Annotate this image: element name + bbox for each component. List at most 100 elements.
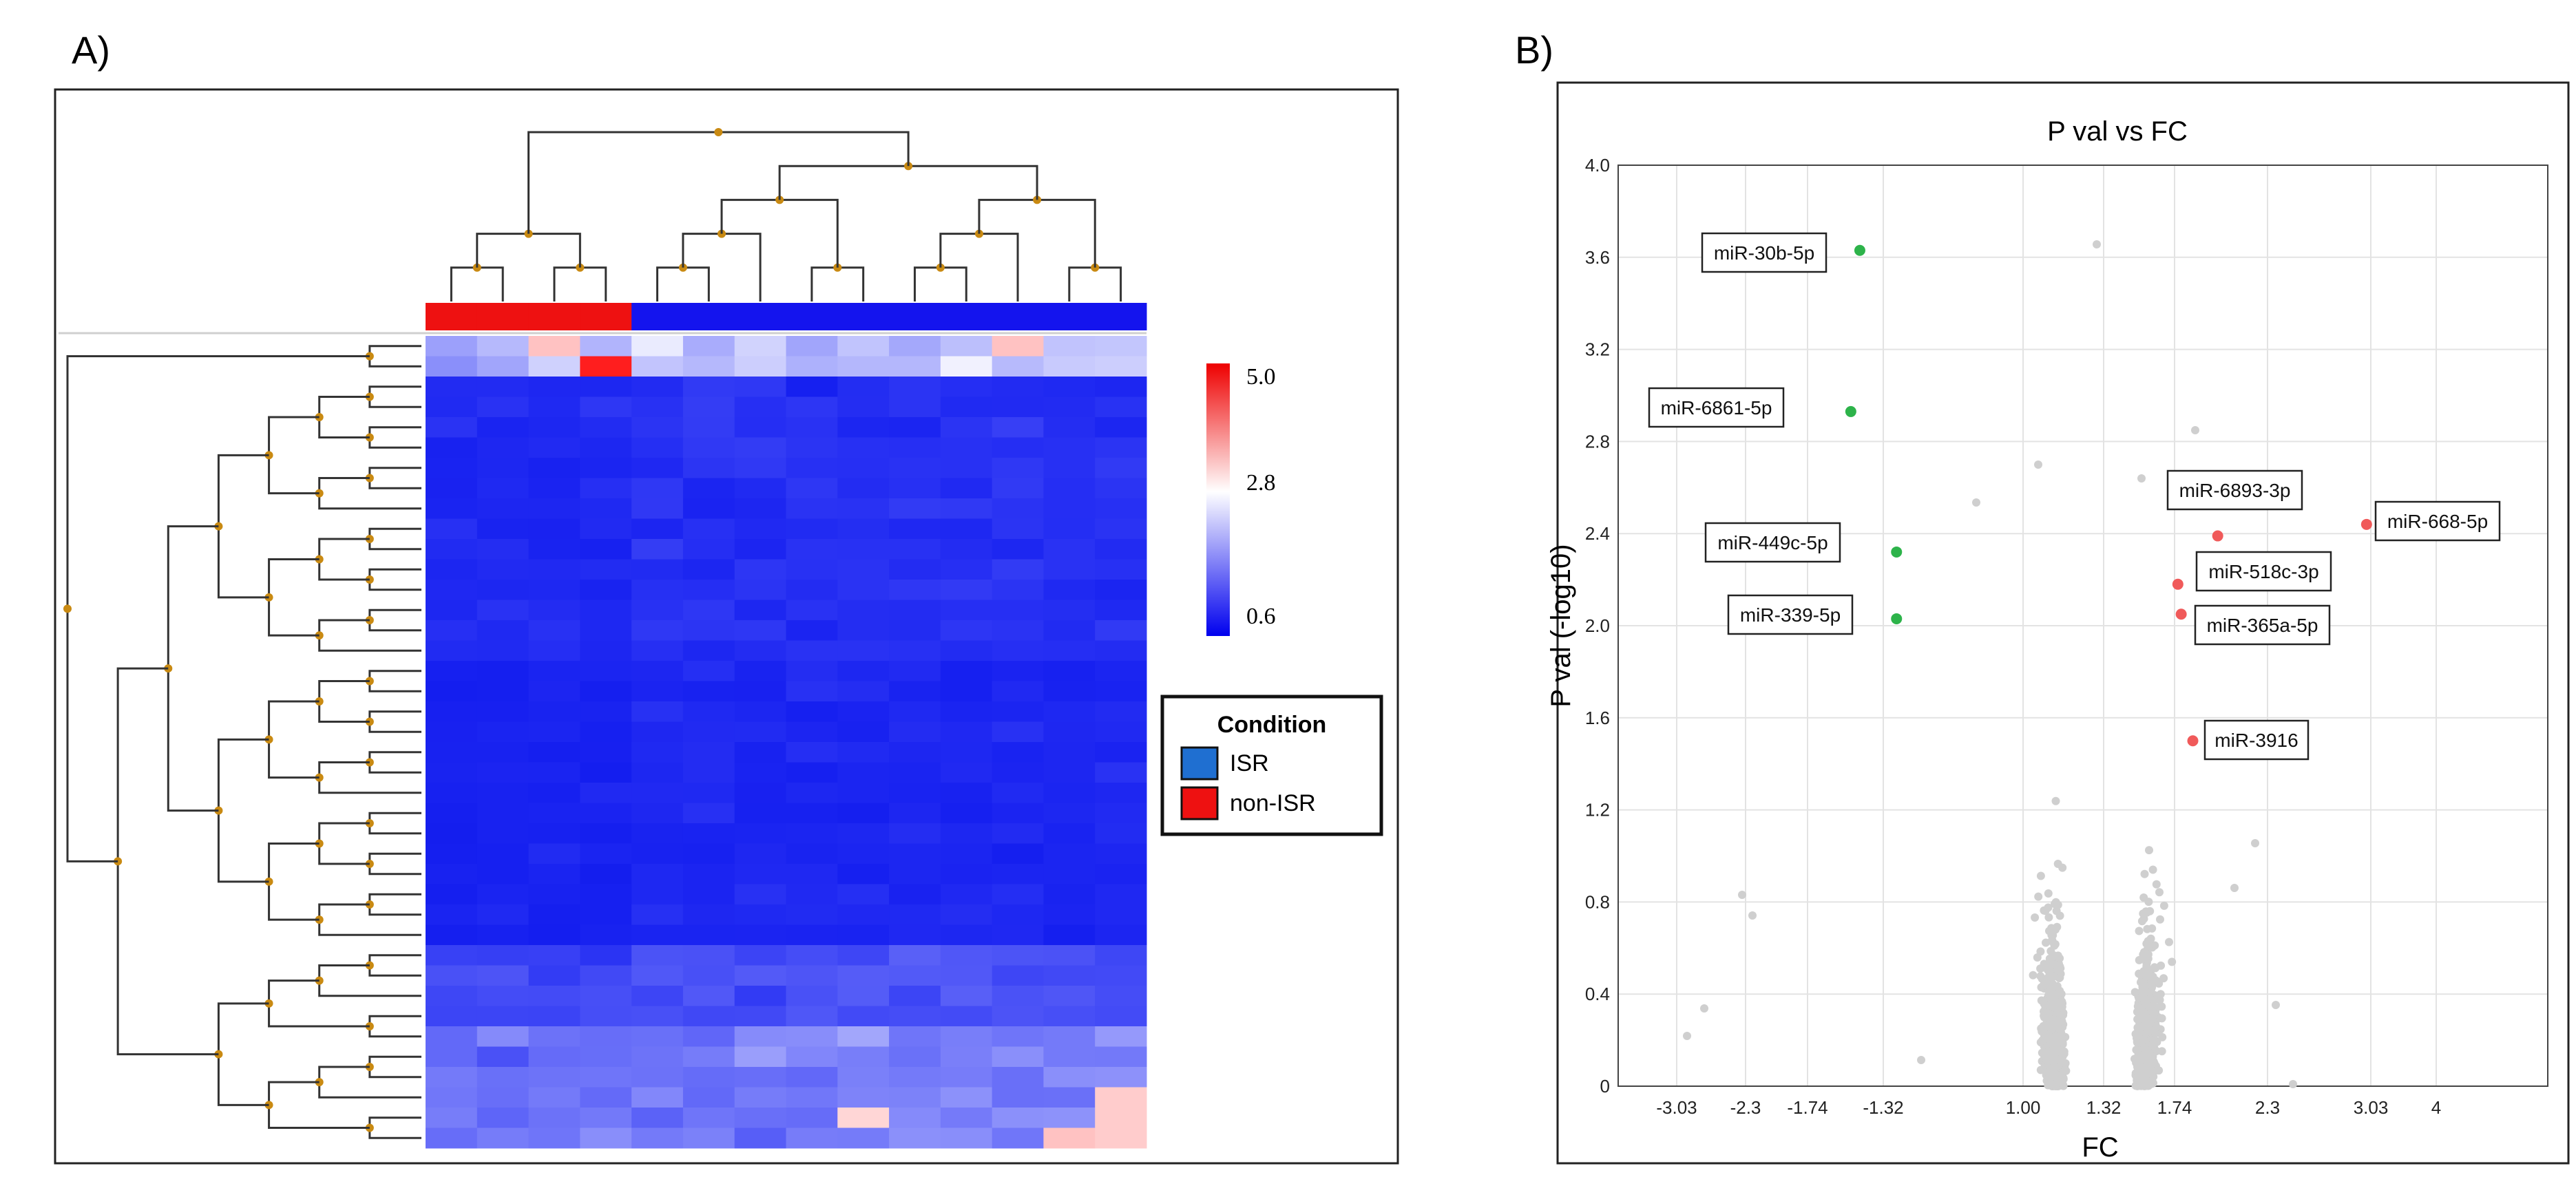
heatmap-cell [889,661,941,681]
heatmap-cell [580,539,632,560]
background-point [1683,1032,1691,1040]
heatmap-cell [837,498,890,519]
background-point [2152,1022,2161,1031]
background-point [2036,871,2045,880]
heatmap-cell [477,681,530,702]
heatmap-cell [786,478,838,499]
heatmap-cell [786,721,838,743]
heatmap-cell [631,742,684,763]
heatmap-cell [1043,498,1096,519]
heatmap-cell [837,843,890,865]
heatmap-cell [528,721,580,743]
background-point [2141,1010,2150,1019]
heatmap-cell [580,498,632,519]
heatmap-cell [992,377,1044,397]
heatmap-cell [426,904,478,925]
background-point [2142,972,2150,981]
background-point [2050,1051,2059,1060]
heatmap-cell [631,336,684,357]
heatmap-cell [940,600,993,621]
heatmap-cell [682,458,735,478]
heatmap-cell [682,762,735,783]
background-point [2034,460,2042,469]
heatmap-cell [734,783,786,803]
heatmap-cell [837,884,890,905]
heatmap-cell [837,823,890,844]
heatmap-cell [580,843,632,865]
heatmap-cell [528,742,580,763]
heatmap-cell [992,1087,1044,1108]
heatmap-cell [1095,945,1147,966]
heatmap-cell [786,884,838,905]
condition-cell [837,303,890,330]
heatmap-cell [940,884,993,905]
heatmap-cell [631,458,684,478]
heatmap-cell [889,620,941,641]
heatmap-cell [477,336,530,357]
heatmap-cell [631,721,684,743]
heatmap-cell [528,884,580,905]
heatmap-cell [786,965,838,986]
heatmap-cell [940,965,993,986]
heatmap-cell [528,783,580,803]
heatmap-cell [580,518,632,540]
condition-legend: Condition ISR non-ISR [1160,695,1383,836]
heatmap-cell [734,924,786,946]
heatmap-cell [477,721,530,743]
heatmap-cell [837,986,890,1006]
heatmap-cell [1095,518,1147,540]
heatmap-cell [837,803,890,824]
heatmap-cell [682,539,735,560]
heatmap-cell [631,803,684,824]
heatmap-cell [1095,783,1147,803]
heatmap-cell [426,681,478,702]
heatmap-cell [837,1127,890,1149]
heatmap-cell [786,783,838,803]
background-point [2044,1047,2053,1056]
heatmap-cell [631,924,684,946]
heatmap-cell [580,1006,632,1027]
heatmap-cell [426,986,478,1006]
heatmap-cell [682,924,735,946]
heatmap-cell [580,1067,632,1088]
heatmap-cell [1043,559,1096,580]
heatmap-cell [734,681,786,702]
heatmap-cell [631,783,684,803]
heatmap-cell [426,539,478,560]
heatmap-cell [940,518,993,540]
heatmap-cell [786,539,838,560]
heatmap-cell [477,661,530,681]
heatmap-cell [580,965,632,986]
heatmap-cell [889,1026,941,1047]
heatmap-cell [528,458,580,478]
heatmap-cell [940,843,993,865]
heatmap-cell [477,823,530,844]
heatmap-cell [426,742,478,763]
condition-cell [786,303,838,330]
heatmap-cell [426,661,478,681]
background-point [2141,982,2150,991]
plot-area [1617,165,2548,1087]
heatmap-cell [682,1087,735,1108]
heatmap-cell [992,986,1044,1006]
heatmap-cell [992,965,1044,986]
background-point [2191,426,2199,434]
heatmap-cell [786,924,838,946]
heatmap-cell [528,965,580,986]
heatmap-cell [528,580,580,600]
background-point [2044,903,2053,912]
mirna-label-box [2166,469,2303,511]
heatmap-cell [1043,1087,1096,1108]
heatmap-cell [734,437,786,458]
background-point [2142,1017,2150,1026]
heatmap-cell [580,336,632,357]
background-point [2049,1058,2058,1066]
heatmap-cell [580,986,632,1006]
heatmap-cell [1043,377,1096,397]
x-tick-label: 1.32 [2086,1097,2122,1118]
background-point [2051,1080,2060,1089]
heatmap-cell [889,498,941,519]
heatmap-cell [889,843,941,865]
background-point [2148,1079,2157,1088]
heatmap-cell [1043,1067,1096,1088]
